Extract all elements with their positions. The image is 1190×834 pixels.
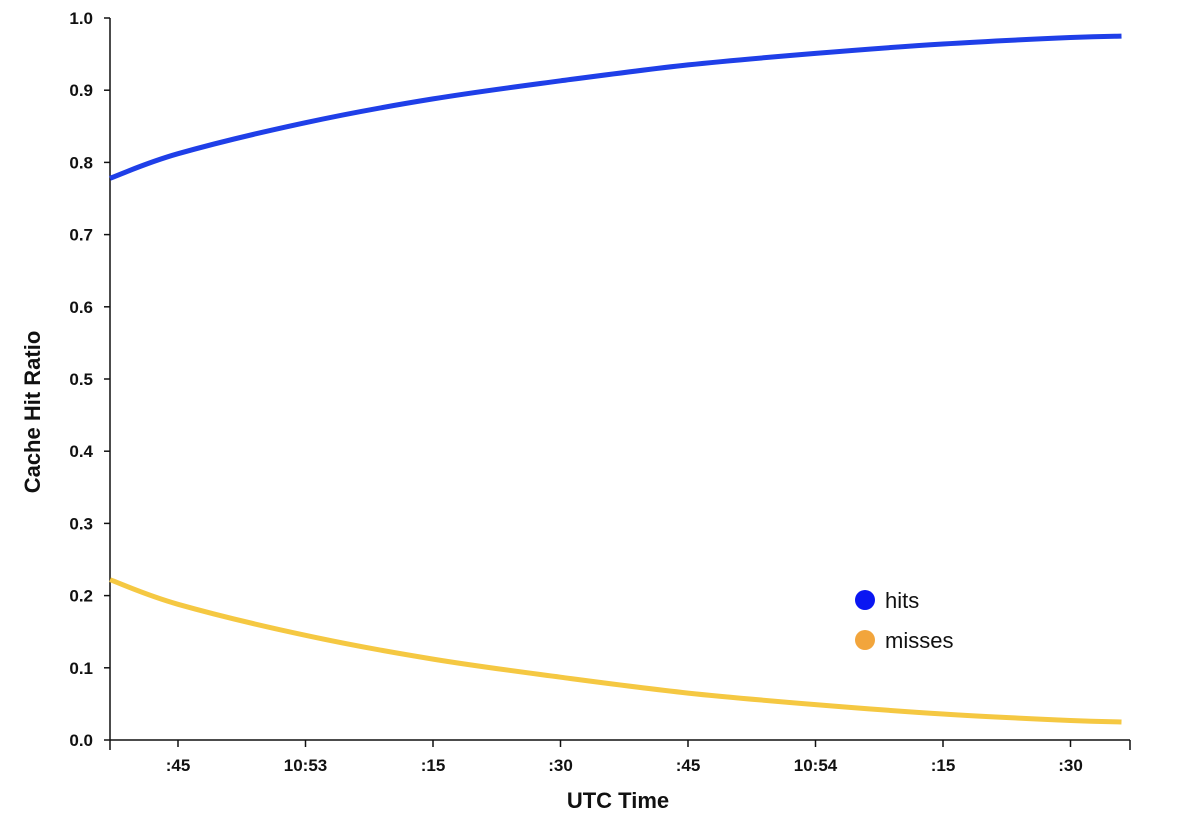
y-tick-label: 0.7 <box>69 226 93 245</box>
series-line-misses <box>109 577 1122 725</box>
y-tick-label: 0.2 <box>69 587 93 606</box>
legend-swatch-hits <box>855 590 875 610</box>
y-axis-title: Cache Hit Ratio <box>20 331 45 494</box>
x-axis-title: UTC Time <box>567 788 669 813</box>
y-tick-label: 0.3 <box>69 514 93 533</box>
x-tick-label: :45 <box>676 756 701 775</box>
series-lines <box>109 33 1122 725</box>
legend-label-misses: misses <box>885 628 953 653</box>
x-tick-label: 10:54 <box>794 756 838 775</box>
y-tick-label: 0.1 <box>69 659 93 678</box>
legend: hits misses <box>855 588 953 653</box>
x-tick-label: :30 <box>1058 756 1083 775</box>
x-tick-label: 10:53 <box>284 756 327 775</box>
series-line-hits <box>109 33 1122 181</box>
legend-swatch-misses <box>855 630 875 650</box>
x-tick-label: :15 <box>931 756 956 775</box>
legend-label-hits: hits <box>885 588 919 613</box>
y-tick-label: 0.8 <box>69 153 93 172</box>
y-tick-label: 0.9 <box>69 81 93 100</box>
x-tick-label: :45 <box>166 756 191 775</box>
y-tick-label: 1.0 <box>69 9 93 28</box>
x-axis: :45 10:53 :15 :30 :45 10:54 :15 :30 <box>109 739 1131 775</box>
x-tick-label: :15 <box>421 756 446 775</box>
y-tick-label: 0.4 <box>69 442 93 461</box>
y-tick-label: 0.0 <box>69 731 93 750</box>
y-tick-label: 0.5 <box>69 370 93 389</box>
y-tick-label: 0.6 <box>69 298 93 317</box>
x-tick-label: :30 <box>548 756 573 775</box>
y-axis: 0.0 0.1 0.2 0.3 0.4 0.5 0.6 0.7 0.8 0.9 1.0 <box>69 9 111 750</box>
